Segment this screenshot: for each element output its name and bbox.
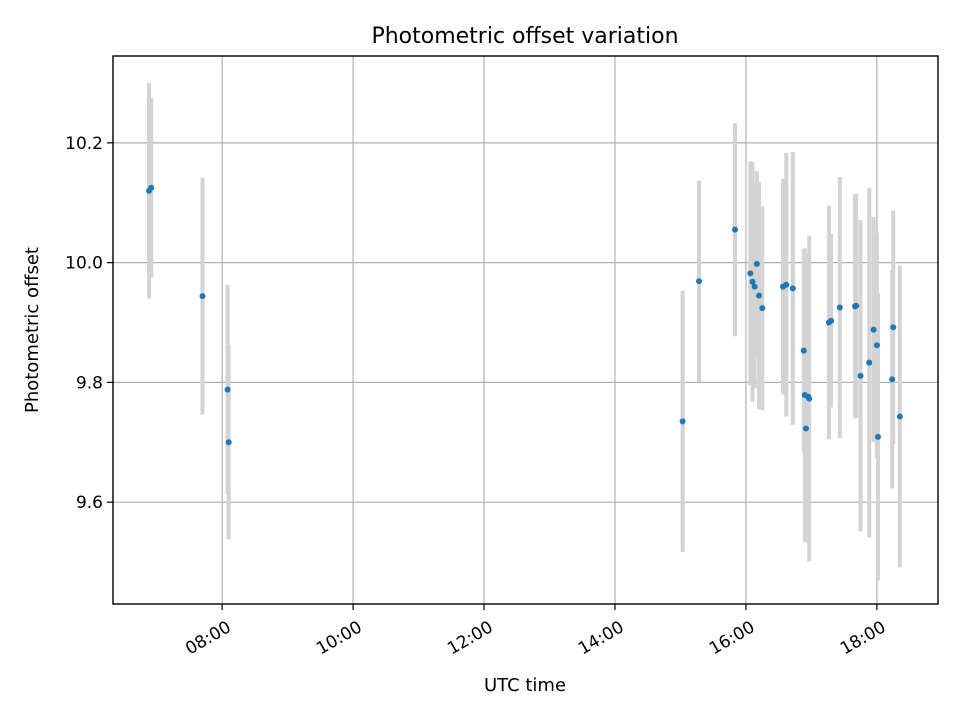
data-point <box>753 260 760 267</box>
y-tick-label: 10.0 <box>65 254 103 274</box>
data-point <box>224 386 231 393</box>
y-tick-label: 9.8 <box>76 373 103 393</box>
data-point <box>800 347 807 354</box>
data-point <box>679 418 686 425</box>
data-point <box>783 281 790 288</box>
data-point <box>802 425 809 432</box>
x-axis-label: UTC time <box>484 675 566 696</box>
plot-frame <box>112 55 939 605</box>
data-point <box>896 413 903 420</box>
data-points <box>146 184 903 446</box>
y-tick-label: 10.2 <box>65 134 103 154</box>
data-point <box>696 278 703 285</box>
data-point <box>866 359 873 366</box>
chart-title: Photometric offset variation <box>371 24 678 49</box>
data-point <box>828 317 835 324</box>
data-point <box>853 302 860 309</box>
data-point <box>759 305 766 312</box>
data-point <box>756 292 763 299</box>
data-point <box>806 395 813 402</box>
data-point <box>857 372 864 379</box>
y-tick-label: 9.6 <box>76 493 103 513</box>
data-point <box>789 285 796 292</box>
data-point <box>751 283 758 290</box>
data-point <box>874 433 881 440</box>
data-point <box>890 324 897 331</box>
data-point <box>199 293 206 300</box>
data-point <box>225 439 232 446</box>
data-point <box>889 376 896 383</box>
data-point <box>747 270 754 277</box>
data-point <box>749 278 756 285</box>
data-point <box>148 184 155 191</box>
data-point <box>870 326 877 333</box>
y-axis-label: Photometric offset <box>22 247 43 413</box>
data-point <box>836 304 843 311</box>
data-point <box>873 342 880 349</box>
data-point <box>732 226 739 233</box>
